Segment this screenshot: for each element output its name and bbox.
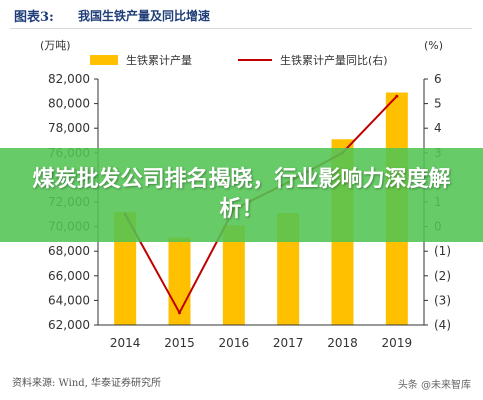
growth-point-2019	[395, 94, 399, 98]
left-tick-label: 62,000	[48, 318, 90, 332]
legend-swatch-bar	[90, 55, 118, 65]
left-tick-label: 68,000	[48, 244, 90, 258]
x-tick-label: 2017	[273, 336, 304, 350]
right-tick-label: 5	[434, 97, 442, 111]
x-tick-label: 2016	[219, 336, 250, 350]
growth-point-2015	[178, 311, 181, 315]
left-tick-label: 78,000	[48, 121, 90, 135]
left-tick-label: 80,000	[48, 97, 90, 111]
source-note: 资料来源: Wind, 华泰证券研究所	[12, 378, 162, 389]
legend-label-bar: 生铁累计产量	[126, 53, 192, 67]
right-tick-label: (2)	[434, 269, 451, 283]
x-tick-label: 2019	[382, 336, 413, 350]
watermark: 头条 @未来智库	[397, 380, 471, 391]
legend: 生铁累计产量 生铁累计产量同比(右)	[90, 53, 388, 67]
left-tick-label: 66,000	[48, 269, 90, 283]
x-tick-label: 2015	[164, 336, 195, 350]
left-tick-label: 64,000	[48, 293, 90, 307]
overlay-banner: 煤炭批发公司排名揭晓，行业影响力深度解析！	[0, 148, 483, 242]
overlay-headline: 煤炭批发公司排名揭晓，行业影响力深度解析！	[32, 167, 451, 222]
right-tick-label: (1)	[434, 244, 451, 258]
right-tick-label: (4)	[434, 318, 451, 332]
left-tick-label: 82,000	[48, 72, 90, 86]
bar-2016	[222, 225, 245, 325]
right-tick-label: 6	[434, 72, 442, 86]
x-tick-label: 2014	[110, 336, 141, 350]
legend-label-line: 生铁累计产量同比(右)	[280, 53, 388, 67]
right-axis-unit: (%)	[424, 39, 443, 52]
right-tick-label: (3)	[434, 293, 451, 307]
title-divider	[10, 28, 472, 29]
right-tick-label: 4	[434, 121, 442, 135]
figure-title: 我国生铁产量及同比增速	[78, 9, 211, 23]
figure-label: 图表3:	[14, 10, 54, 25]
x-tick-label: 2018	[327, 336, 358, 350]
left-axis-unit: (万吨)	[40, 39, 71, 52]
